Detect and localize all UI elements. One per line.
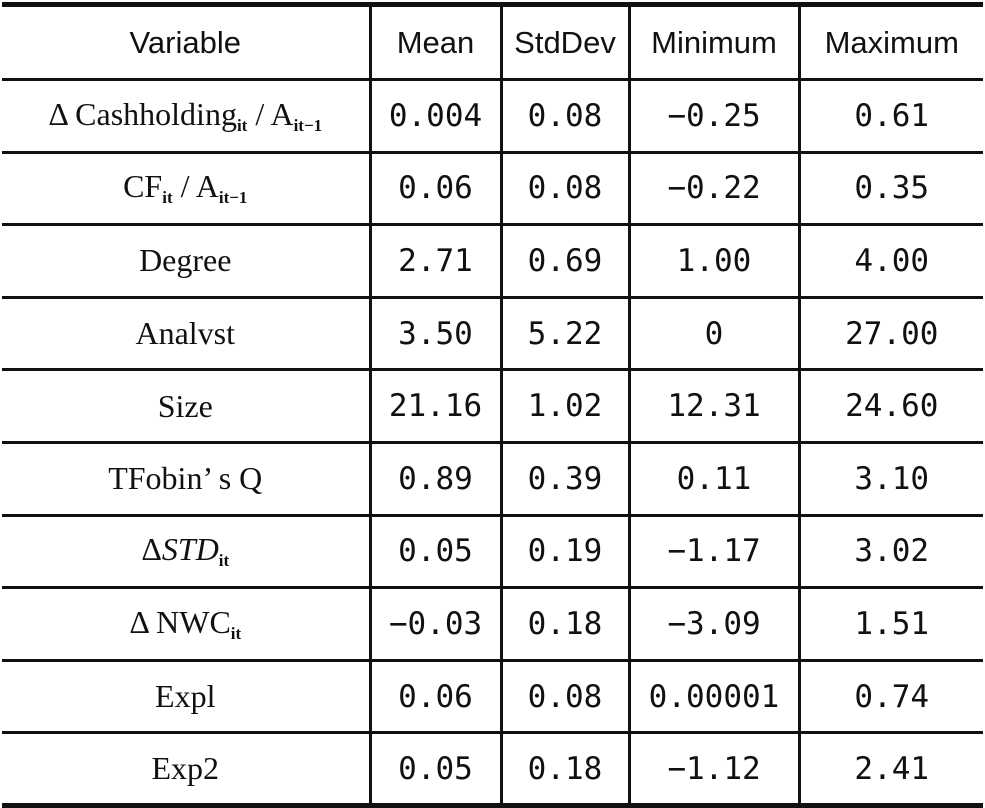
variable-cell: Expl	[2, 658, 372, 733]
maximum-cell: 24.60	[797, 368, 983, 443]
variable-cell: Δ Cashholdingit / Ait−1	[2, 78, 372, 153]
table-row: Size 21.16 1.02 12.31 24.60	[2, 368, 983, 443]
table-row: Expl 0.06 0.08 0.00001 0.74	[2, 658, 983, 733]
variable-cell: ΔSTDit	[2, 513, 372, 588]
maximum-cell: 0.35	[797, 150, 983, 225]
variable-subscript: it	[230, 623, 242, 643]
header-maximum: Maximum	[797, 4, 983, 80]
variable-cell: TFobin’ s Q	[2, 440, 372, 516]
stddev-cell: 0.18	[499, 586, 631, 661]
variable-name: Exp2	[151, 750, 220, 787]
maximum-cell: 0.61	[797, 78, 983, 153]
variable-cell: CFit / Ait−1	[2, 150, 372, 225]
minimum-cell: 0.00001	[627, 658, 801, 733]
maximum-cell: 1.51	[797, 586, 983, 661]
maximum-cell: 3.02	[797, 513, 983, 588]
header-variable: Variable	[2, 4, 372, 80]
table-row: Δ NWCit −0.03 0.18 −3.09 1.51	[2, 586, 983, 661]
mean-cell: 0.05	[368, 731, 503, 806]
minimum-cell: −3.09	[627, 586, 801, 661]
minimum-cell: −1.17	[627, 513, 801, 588]
minimum-cell: −1.12	[627, 731, 801, 806]
variable-denominator: / A	[247, 95, 294, 132]
stddev-cell: 0.69	[499, 223, 631, 298]
maximum-cell: 0.74	[797, 658, 983, 733]
mean-cell: 0.06	[368, 150, 503, 225]
maximum-cell: 27.00	[797, 295, 983, 370]
variable-cell: Degree	[2, 223, 372, 298]
table-row: Δ Cashholdingit / Ait−1 0.004 0.08 −0.25 0.6…	[2, 78, 983, 153]
variable-name: Cashholding	[75, 95, 237, 132]
variable-name: Analvst	[135, 315, 236, 352]
table-row: TFobin’ s Q 0.89 0.39 0.11 3.10	[2, 440, 983, 516]
mean-cell: 0.89	[368, 440, 503, 516]
variable-cell: Exp2	[2, 731, 372, 806]
variable-denominator-subscript: it−1	[293, 115, 323, 135]
minimum-cell: −0.22	[627, 150, 801, 225]
variable-prefix: Δ	[129, 603, 157, 640]
stddev-cell: 0.39	[499, 440, 631, 516]
variable-name: CF	[123, 168, 163, 205]
header-mean: Mean	[368, 4, 503, 80]
stddev-cell: 0.18	[499, 731, 631, 806]
maximum-cell: 4.00	[797, 223, 983, 298]
minimum-cell: 12.31	[627, 368, 801, 443]
mean-cell: 0.05	[368, 513, 503, 588]
minimum-cell: 0.11	[627, 440, 801, 516]
variable-denominator-subscript: it−1	[218, 188, 248, 208]
minimum-cell: −0.25	[627, 78, 801, 153]
stddev-cell: 0.08	[499, 150, 631, 225]
table-row: ΔSTDit 0.05 0.19 −1.17 3.02	[2, 513, 983, 588]
table-row: Analvst 3.50 5.22 0 27.00	[2, 295, 983, 370]
variable-cell: Size	[2, 368, 372, 443]
maximum-cell: 2.41	[797, 731, 983, 806]
maximum-cell: 3.10	[797, 440, 983, 516]
variable-prefix: Δ	[141, 531, 162, 568]
variable-name: TFobin’ s Q	[108, 460, 263, 497]
stddev-cell: 5.22	[499, 295, 631, 370]
mean-cell: 0.004	[368, 78, 503, 153]
variable-name: STD	[161, 531, 219, 568]
stddev-cell: 0.19	[499, 513, 631, 588]
header-row: Variable Mean StdDev Minimum Maximum	[2, 4, 983, 80]
variable-name: Degree	[139, 242, 232, 279]
table-row: Exp2 0.05 0.18 −1.12 2.41	[2, 731, 983, 806]
mean-cell: 21.16	[368, 368, 503, 443]
minimum-cell: 0	[627, 295, 801, 370]
variable-prefix: Δ	[48, 95, 76, 132]
variable-name: NWC	[156, 603, 231, 640]
stddev-cell: 0.08	[499, 78, 631, 153]
variable-cell: Δ NWCit	[2, 586, 372, 661]
stddev-cell: 0.08	[499, 658, 631, 733]
table-row: Degree 2.71 0.69 1.00 4.00	[2, 223, 983, 298]
minimum-cell: 1.00	[627, 223, 801, 298]
variable-name: Expl	[155, 678, 216, 715]
header-minimum: Minimum	[627, 4, 801, 80]
table-row: CFit / Ait−1 0.06 0.08 −0.22 0.35	[2, 150, 983, 225]
variable-name: Size	[157, 387, 213, 424]
header-stddev: StdDev	[499, 4, 631, 80]
mean-cell: −0.03	[368, 586, 503, 661]
table-body: Δ Cashholdingit / Ait−1 0.004 0.08 −0.25 0.6…	[2, 78, 983, 806]
variable-cell: Analvst	[2, 295, 372, 370]
mean-cell: 3.50	[368, 295, 503, 370]
mean-cell: 2.71	[368, 223, 503, 298]
variable-subscript: it	[218, 551, 230, 571]
stddev-cell: 1.02	[499, 368, 631, 443]
variable-subscript: it	[236, 115, 248, 135]
variable-subscript: it	[162, 188, 173, 208]
mean-cell: 0.06	[368, 658, 503, 733]
variable-denominator: / A	[172, 168, 219, 205]
